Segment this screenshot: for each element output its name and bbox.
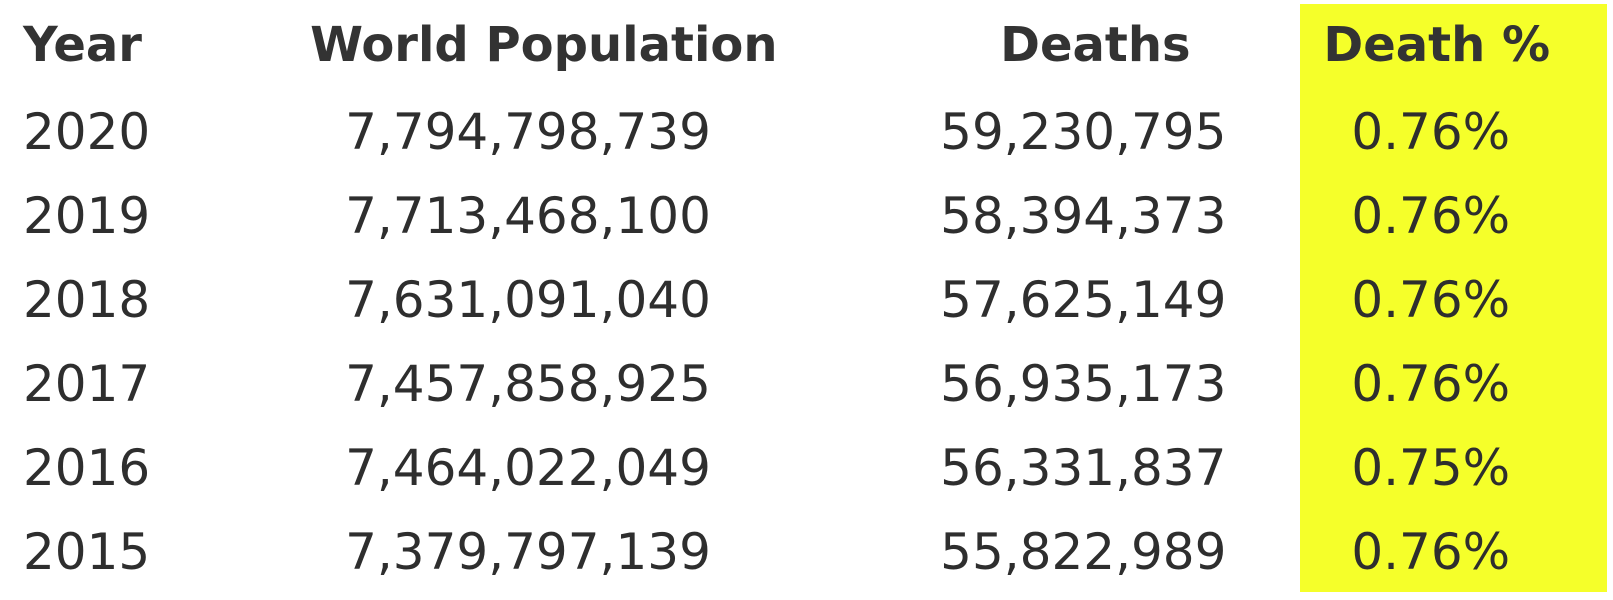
cell-death-percent: 0.76% <box>1351 523 1511 581</box>
table-row: 2019 7,713,468,100 58,394,373 0.76% <box>0 174 1613 258</box>
cell-population: 7,464,022,049 <box>345 439 711 497</box>
cell-deaths: 56,935,173 <box>940 355 1227 413</box>
cell-death-percent: 0.76% <box>1351 187 1511 245</box>
table-header: Year World Population Deaths Death % <box>0 0 1613 90</box>
cell-year: 2016 <box>23 439 151 497</box>
header-death-percent: Death % <box>1323 17 1551 73</box>
cell-deaths: 58,394,373 <box>940 187 1227 245</box>
header-row: Year World Population Deaths Death % <box>0 0 1613 90</box>
cell-population: 7,794,798,739 <box>345 103 711 161</box>
header-world-population: World Population <box>310 17 778 73</box>
cell-year: 2018 <box>23 271 151 329</box>
cell-population: 7,379,797,139 <box>345 523 711 581</box>
cell-death-percent: 0.75% <box>1351 439 1511 497</box>
cell-population: 7,713,468,100 <box>345 187 711 245</box>
cell-population: 7,631,091,040 <box>345 271 711 329</box>
cell-year: 2017 <box>23 355 151 413</box>
cell-deaths: 55,822,989 <box>940 523 1227 581</box>
table-row: 2015 7,379,797,139 55,822,989 0.76% <box>0 510 1613 594</box>
cell-year: 2019 <box>23 187 151 245</box>
cell-death-percent: 0.76% <box>1351 271 1511 329</box>
header-deaths: Deaths <box>1000 17 1191 73</box>
cell-year: 2015 <box>23 523 151 581</box>
cell-deaths: 57,625,149 <box>940 271 1227 329</box>
table-row: 2017 7,457,858,925 56,935,173 0.76% <box>0 342 1613 426</box>
table-body: 2020 7,794,798,739 59,230,795 0.76% 2019… <box>0 90 1613 594</box>
cell-death-percent: 0.76% <box>1351 103 1511 161</box>
cell-death-percent: 0.76% <box>1351 355 1511 413</box>
cell-year: 2020 <box>23 103 151 161</box>
table-row: 2018 7,631,091,040 57,625,149 0.76% <box>0 258 1613 342</box>
table-row: 2016 7,464,022,049 56,331,837 0.75% <box>0 426 1613 510</box>
cell-deaths: 59,230,795 <box>940 103 1227 161</box>
death-pct-column-highlight <box>1300 4 1607 592</box>
table-row: 2020 7,794,798,739 59,230,795 0.76% <box>0 90 1613 174</box>
cell-population: 7,457,858,925 <box>345 355 711 413</box>
cell-deaths: 56,331,837 <box>940 439 1227 497</box>
header-year: Year <box>23 17 142 73</box>
